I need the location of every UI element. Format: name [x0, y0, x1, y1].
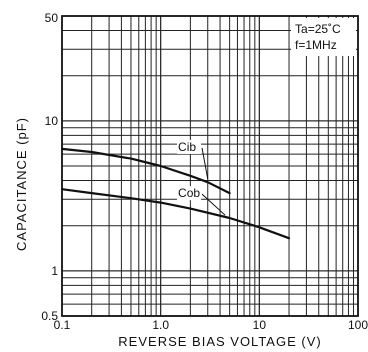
- frequency-condition: f=1MHz: [295, 38, 337, 52]
- cib-series-label: Cib: [178, 140, 196, 154]
- y-tick-label: 1: [51, 264, 58, 278]
- y-tick-label: 10: [45, 114, 59, 128]
- y-axis-label: CAPACITANCE (pF): [14, 117, 29, 251]
- x-tick-label: 1.0: [152, 318, 169, 332]
- temperature-condition: Ta=25˚C: [295, 22, 341, 36]
- x-tick-label: 100: [348, 318, 368, 332]
- cob-series-label: Cob: [178, 186, 200, 200]
- x-tick-label: 0.1: [54, 318, 71, 332]
- cib-label-background: [177, 139, 202, 154]
- x-tick-label: 10: [253, 318, 267, 332]
- x-axis-label: REVERSE BIAS VOLTAGE (V): [118, 334, 321, 349]
- grid: [61, 15, 359, 317]
- cib-curve: [60, 147, 231, 195]
- cob-label-background: [177, 186, 202, 201]
- cib-leader-line: [201, 147, 209, 180]
- cob-curve: [60, 188, 291, 240]
- tick-labels: 0.1 1.0 10 100 0.5 1 10 50: [41, 11, 368, 332]
- y-tick-label: 50: [45, 11, 59, 25]
- cob-leader-line: [201, 193, 226, 216]
- conditions-box: [291, 18, 356, 56]
- curves: [60, 147, 291, 240]
- y-tick-label: 0.5: [41, 309, 58, 323]
- plot-frame: [61, 15, 359, 317]
